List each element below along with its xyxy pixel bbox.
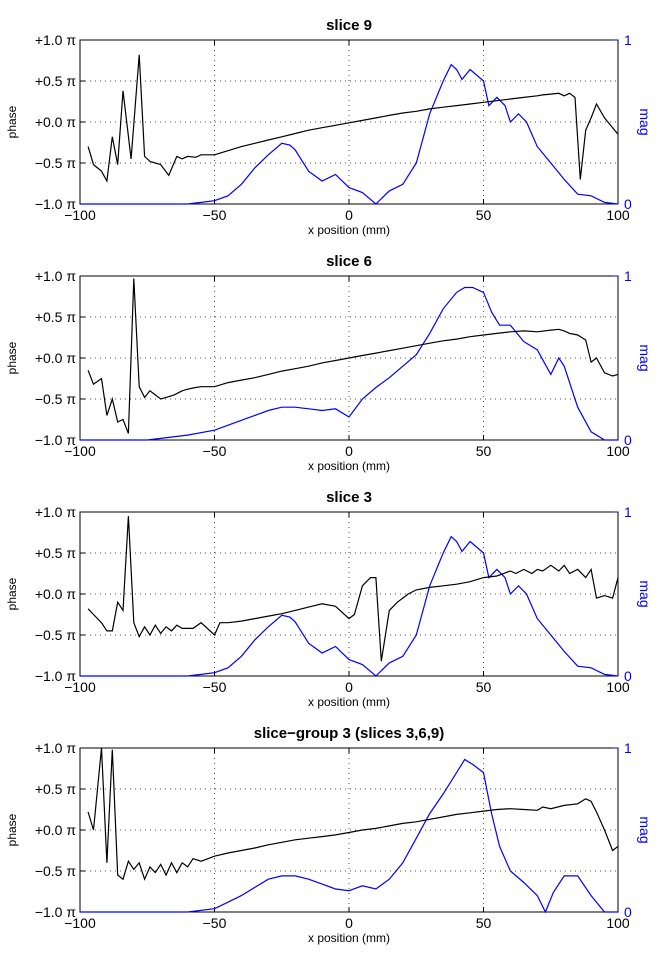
x-tick-label: 50: [476, 915, 492, 931]
x-tick-label: −50: [203, 915, 227, 931]
panel-1: −100 −50 0 50 100 −1.0 π −0.5 π +0.0 π +0.5 π +1.…: [5, 17, 653, 237]
y2-axis-label: mag: [637, 580, 653, 607]
y2-axis-label: mag: [637, 108, 653, 135]
y-tick-label: +0.5 π: [35, 545, 77, 561]
x-axis-label: x position (mm): [308, 695, 390, 709]
x-tick-label: 0: [345, 207, 353, 223]
x-axis-label: x position (mm): [308, 223, 390, 237]
y-tick-label: +1.0 π: [35, 268, 77, 284]
x-axis-label: x position (mm): [308, 459, 390, 473]
y-tick-label: −0.5 π: [35, 627, 77, 643]
y-tick-label: −1.0 π: [35, 432, 77, 448]
mag-series-line: [80, 286, 618, 441]
y2-tick-label: 0: [624, 196, 632, 212]
x-tick-label: −100: [64, 443, 96, 459]
y2-axis-label: mag: [637, 344, 653, 371]
y-axis-label: phase: [5, 341, 19, 374]
y-axis-label: phase: [5, 577, 19, 610]
y-axis-label: phase: [5, 105, 19, 138]
phase-series-line: [87, 747, 619, 881]
y-tick-label: +1.0 π: [35, 740, 77, 756]
y2-tick-label: 1: [624, 268, 632, 284]
x-tick-label: 100: [606, 915, 630, 931]
y2-tick-label: 0: [624, 432, 632, 448]
panel-2: −100 −50 0 50 100 −1.0 π −0.5 π +0.0 π +0.5 π +1.…: [5, 253, 653, 473]
phase-series-line: [87, 516, 619, 662]
y2-axis-label: mag: [637, 816, 653, 843]
chart-title: slice 3: [326, 489, 372, 506]
x-tick-label: −100: [64, 207, 96, 223]
y-tick-label: +1.0 π: [35, 32, 77, 48]
mag-series-line: [80, 63, 619, 205]
x-tick-label: 50: [476, 443, 492, 459]
phase-series-line: [87, 278, 619, 434]
y2-tick-label: 1: [624, 504, 632, 520]
y-tick-label: +0.0 π: [35, 114, 77, 130]
y2-tick-label: 1: [624, 32, 632, 48]
y-tick-label: +0.0 π: [35, 586, 77, 602]
x-tick-label: 0: [345, 915, 353, 931]
panel-3: −100 −50 0 50 100 −1.0 π −0.5 π +0.0 π +0.5 π +1.…: [5, 489, 653, 709]
y2-tick-label: 0: [624, 904, 632, 920]
x-tick-label: 0: [345, 443, 353, 459]
y-tick-label: +0.0 π: [35, 350, 77, 366]
x-axis-label: x position (mm): [308, 931, 390, 945]
x-tick-label: −50: [203, 207, 227, 223]
y-tick-label: +0.5 π: [35, 309, 77, 325]
y2-tick-label: 1: [624, 740, 632, 756]
x-tick-label: 50: [476, 207, 492, 223]
panel-4: −100 −50 0 50 100 −1.0 π −0.5 π +0.0 π +0.5 π +1.…: [5, 725, 653, 945]
y-tick-label: +0.5 π: [35, 73, 77, 89]
chart-title: slice−group 3 (slices 3,6,9): [254, 725, 445, 742]
y-tick-label: +1.0 π: [35, 504, 77, 520]
y-tick-label: −1.0 π: [35, 904, 77, 920]
y-tick-label: −1.0 π: [35, 196, 77, 212]
x-tick-label: 100: [606, 207, 630, 223]
y-tick-label: +0.5 π: [35, 781, 77, 797]
x-tick-label: 50: [476, 679, 492, 695]
mag-series-line: [80, 535, 619, 677]
y-tick-label: +0.0 π: [35, 822, 77, 838]
x-tick-label: 100: [606, 443, 630, 459]
y-tick-label: −0.5 π: [35, 863, 77, 879]
y-tick-label: −0.5 π: [35, 155, 77, 171]
phase-series-line: [87, 54, 619, 183]
chart-title: slice 9: [326, 17, 372, 34]
x-tick-label: −100: [64, 915, 96, 931]
y-tick-label: −1.0 π: [35, 668, 77, 684]
y-axis-label: phase: [5, 813, 19, 846]
y-tick-label: −0.5 π: [35, 391, 77, 407]
mag-series-line: [80, 758, 618, 914]
x-tick-label: −50: [203, 679, 227, 695]
x-tick-label: −50: [203, 443, 227, 459]
x-tick-label: −100: [64, 679, 96, 695]
chart-title: slice 6: [326, 253, 372, 270]
y2-tick-label: 0: [624, 668, 632, 684]
x-tick-label: 0: [345, 679, 353, 695]
x-tick-label: 100: [606, 679, 630, 695]
